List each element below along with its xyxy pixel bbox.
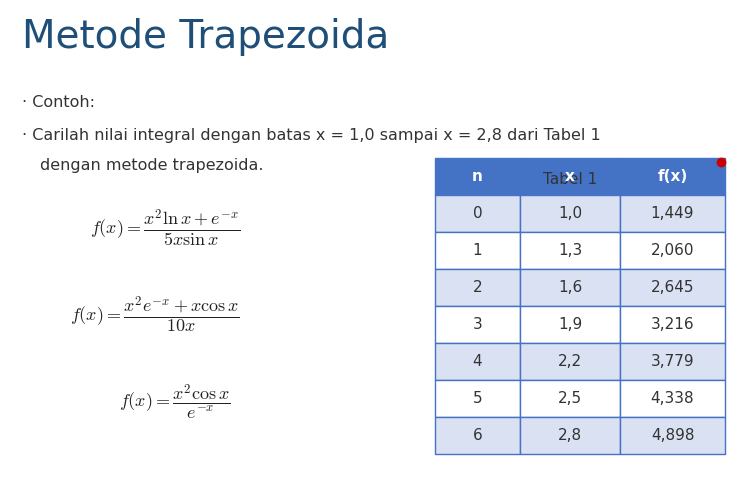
FancyBboxPatch shape	[520, 195, 620, 232]
Text: 3: 3	[472, 317, 482, 332]
Text: 4,898: 4,898	[651, 428, 694, 443]
Text: 2: 2	[472, 280, 482, 295]
Text: 4: 4	[472, 354, 482, 369]
Text: 0: 0	[472, 206, 482, 221]
Text: $f(x) = \dfrac{x^2 e^{-x} + x \cos x}{10x}$: $f(x) = \dfrac{x^2 e^{-x} + x \cos x}{10…	[70, 295, 240, 335]
Text: 1: 1	[472, 243, 482, 258]
FancyBboxPatch shape	[435, 417, 520, 454]
Text: Metode Trapezoida: Metode Trapezoida	[22, 18, 389, 56]
FancyBboxPatch shape	[620, 306, 725, 343]
Text: 2,645: 2,645	[651, 280, 694, 295]
FancyBboxPatch shape	[435, 306, 520, 343]
Text: 1,3: 1,3	[558, 243, 582, 258]
FancyBboxPatch shape	[620, 158, 725, 195]
Text: f(x): f(x)	[657, 169, 688, 184]
Text: dengan metode trapezoida.: dengan metode trapezoida.	[40, 158, 263, 173]
FancyBboxPatch shape	[520, 269, 620, 306]
FancyBboxPatch shape	[620, 417, 725, 454]
Text: 3,779: 3,779	[651, 354, 694, 369]
Text: $f(x) = \dfrac{x^2 \ln x + e^{-x}}{5x \sin x}$: $f(x) = \dfrac{x^2 \ln x + e^{-x}}{5x \s…	[90, 208, 240, 249]
Text: 2,060: 2,060	[651, 243, 694, 258]
FancyBboxPatch shape	[435, 269, 520, 306]
Text: 6: 6	[472, 428, 482, 443]
Text: 2,2: 2,2	[558, 354, 582, 369]
Text: 1,449: 1,449	[651, 206, 694, 221]
FancyBboxPatch shape	[435, 232, 520, 269]
Text: · Contoh:: · Contoh:	[22, 95, 95, 110]
FancyBboxPatch shape	[520, 158, 620, 195]
FancyBboxPatch shape	[620, 269, 725, 306]
FancyBboxPatch shape	[620, 343, 725, 380]
FancyBboxPatch shape	[435, 343, 520, 380]
Text: 4,338: 4,338	[651, 391, 694, 406]
FancyBboxPatch shape	[620, 380, 725, 417]
FancyBboxPatch shape	[620, 195, 725, 232]
FancyBboxPatch shape	[435, 195, 520, 232]
Text: 2,8: 2,8	[558, 428, 582, 443]
FancyBboxPatch shape	[520, 306, 620, 343]
Text: 2,5: 2,5	[558, 391, 582, 406]
Text: n: n	[472, 169, 483, 184]
FancyBboxPatch shape	[520, 380, 620, 417]
Text: 1,6: 1,6	[558, 280, 582, 295]
Text: 1,9: 1,9	[558, 317, 582, 332]
FancyBboxPatch shape	[435, 158, 520, 195]
FancyBboxPatch shape	[620, 232, 725, 269]
FancyBboxPatch shape	[435, 380, 520, 417]
FancyBboxPatch shape	[520, 417, 620, 454]
Text: Tabel 1: Tabel 1	[543, 172, 597, 187]
FancyBboxPatch shape	[520, 343, 620, 380]
Text: 3,216: 3,216	[651, 317, 694, 332]
Text: x: x	[565, 169, 575, 184]
Text: · Carilah nilai integral dengan batas x = 1,0 sampai x = 2,8 dari Tabel 1: · Carilah nilai integral dengan batas x …	[22, 128, 601, 143]
Text: $f(x) = \dfrac{x^2 \cos x}{e^{-x}}$: $f(x) = \dfrac{x^2 \cos x}{e^{-x}}$	[119, 382, 231, 420]
FancyBboxPatch shape	[520, 232, 620, 269]
Text: 1,0: 1,0	[558, 206, 582, 221]
Text: 5: 5	[472, 391, 482, 406]
